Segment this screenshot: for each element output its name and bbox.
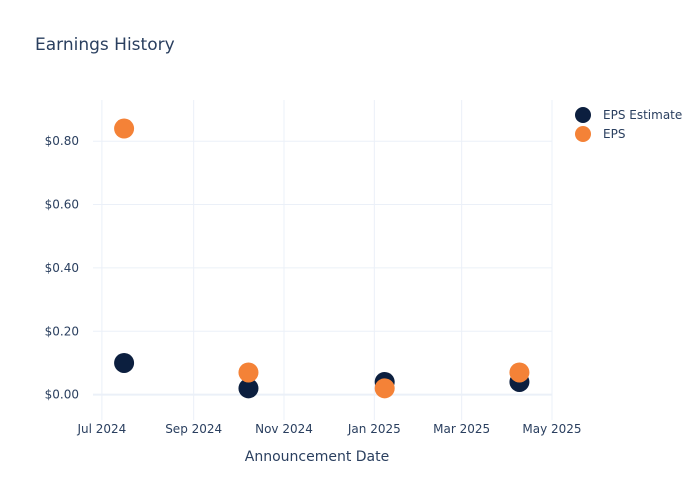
eps-estimate-legend-label[interactable]: EPS Estimate bbox=[603, 108, 682, 122]
eps-point[interactable] bbox=[114, 118, 135, 139]
chart-title: Earnings History bbox=[35, 35, 175, 55]
x-tick-label: Nov 2024 bbox=[255, 422, 313, 436]
y-tick-label: $0.40 bbox=[45, 261, 79, 275]
eps-estimate-point[interactable] bbox=[238, 378, 259, 399]
legend[interactable]: EPS Estimate EPS bbox=[575, 107, 682, 142]
grid-layer bbox=[93, 100, 553, 420]
eps-estimate-legend-marker[interactable] bbox=[575, 107, 591, 123]
x-tick-label: Jan 2025 bbox=[347, 422, 401, 436]
eps-point[interactable] bbox=[374, 378, 395, 399]
x-tick-label: Jul 2024 bbox=[76, 422, 126, 436]
eps-legend-label[interactable]: EPS bbox=[603, 127, 625, 141]
y-axis-ticks: $0.00 $0.20 $0.40 $0.60 $0.80 bbox=[45, 134, 79, 401]
y-tick-label: $0.00 bbox=[45, 388, 79, 402]
x-tick-label: Sep 2024 bbox=[165, 422, 222, 436]
eps-point[interactable] bbox=[509, 362, 530, 383]
data-points bbox=[114, 118, 530, 399]
x-tick-label: Mar 2025 bbox=[433, 422, 490, 436]
x-axis-ticks: Jul 2024 Sep 2024 Nov 2024 Jan 2025 Mar 2025… bbox=[76, 422, 581, 436]
y-tick-label: $0.80 bbox=[45, 134, 79, 148]
x-tick-label: May 2025 bbox=[522, 422, 581, 436]
y-tick-label: $0.60 bbox=[45, 198, 79, 212]
y-tick-label: $0.20 bbox=[45, 324, 79, 338]
x-axis-title: Announcement Date bbox=[245, 449, 389, 465]
eps-point[interactable] bbox=[238, 362, 259, 383]
eps-estimate-point[interactable] bbox=[114, 352, 135, 373]
eps-legend-marker[interactable] bbox=[575, 126, 591, 142]
